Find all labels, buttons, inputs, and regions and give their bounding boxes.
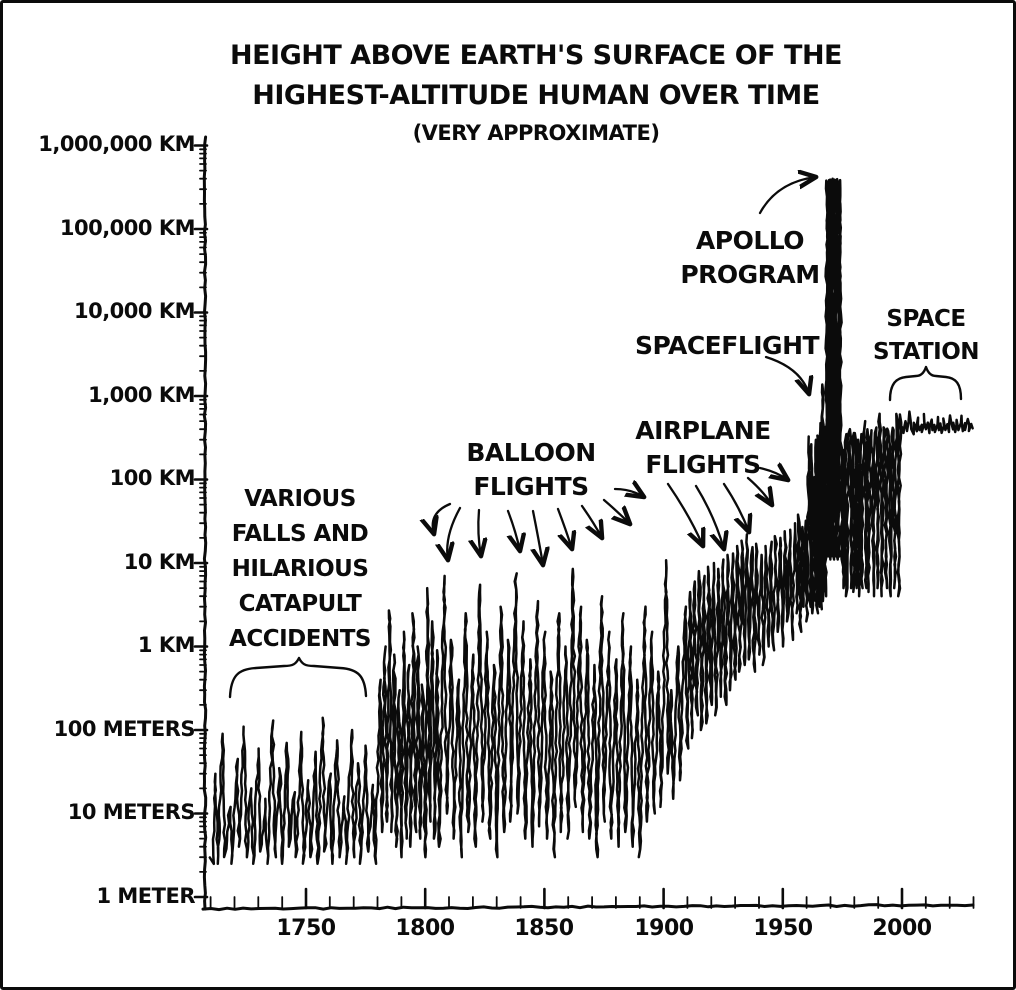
airplane-arrow <box>722 482 749 532</box>
y-tick-label-100000km: 100,000 KM <box>59 216 196 240</box>
x-tick-label-1950: 1950 <box>753 916 813 941</box>
balloon-arrows <box>433 489 644 565</box>
y-tick-label-100km: 100 KM <box>109 466 196 490</box>
annotation-balloon-flights: BALLOON FLIGHTS <box>466 436 596 504</box>
annotation-line: VARIOUS <box>244 486 356 512</box>
annotation-airplane-flights: AIRPLANE FLIGHTS <box>635 414 771 482</box>
annotation-line: FLIGHTS <box>645 450 761 479</box>
y-tick-label-100m: 100 METERS <box>53 717 196 741</box>
annotation-apollo-program: APOLLO PROGRAM <box>680 224 820 292</box>
x-tick-label-1800: 1800 <box>395 916 455 941</box>
y-tick-label-10000km: 10,000 KM <box>73 299 196 323</box>
annotation-line: FALLS AND <box>231 521 369 547</box>
y-tick-label-1m: 1 METER <box>96 884 195 908</box>
space-station-brace <box>888 365 963 402</box>
balloon-arrow <box>533 509 543 565</box>
y-tick-label-10m: 10 METERS <box>67 800 196 824</box>
annotation-catapult-accidents: VARIOUS FALLS AND HILARIOUS CATAPULT ACC… <box>229 482 371 657</box>
annotation-line: HILARIOUS <box>231 556 369 582</box>
y-tick-label-1000000km: 1,000,000 KM <box>38 132 195 156</box>
chart-title-line-2: HIGHEST-ALTITUDE HUMAN OVER TIME <box>252 80 820 111</box>
chart-title-line-1: HEIGHT ABOVE EARTH'S SURFACE OF THE <box>230 40 842 71</box>
airplane-arrow <box>758 468 788 480</box>
annotation-line: PROGRAM <box>680 260 820 289</box>
balloon-arrow <box>478 508 481 556</box>
y-tick-label-1000km: 1,000 KM <box>88 383 195 407</box>
balloon-arrow <box>447 506 462 560</box>
balloon-arrow <box>613 489 644 497</box>
airplane-arrows <box>666 468 788 549</box>
x-tick-label-2000: 2000 <box>872 916 932 941</box>
chart-subtitle: (VERY APPROXIMATE) <box>412 121 660 145</box>
apollo-arrow <box>758 177 816 215</box>
x-axis-line <box>201 903 975 912</box>
x-tick-label-1900: 1900 <box>634 916 694 941</box>
balloon-arrow <box>602 498 630 524</box>
generated-plot-layer <box>193 135 975 912</box>
annotation-line: CATAPULT <box>238 591 362 617</box>
annotation-marks-layer <box>228 177 963 699</box>
annotation-line: STATION <box>872 339 980 365</box>
balloon-arrow <box>580 504 602 538</box>
annotation-line: ACCIDENTS <box>229 626 371 652</box>
annotation-line: BALLOON <box>466 438 596 467</box>
y-tick-label-10km: 10 KM <box>123 550 196 574</box>
catapult-brace <box>228 656 368 699</box>
spaceflight-arrow <box>764 355 809 394</box>
airplane-arrow <box>746 476 772 505</box>
annotation-line: SPACEFLIGHT <box>634 331 820 360</box>
annotation-space-station: SPACE STATION <box>872 303 980 369</box>
x-tick-label-1750: 1750 <box>276 916 336 941</box>
altitude-line <box>208 177 974 866</box>
y-tick-label-1km: 1 KM <box>137 633 196 657</box>
annotation-spaceflight: SPACEFLIGHT <box>634 329 820 363</box>
airplane-arrow <box>666 482 703 546</box>
balloon-arrow <box>508 509 520 551</box>
airplane-arrow <box>694 484 724 549</box>
balloon-arrow <box>556 507 572 549</box>
x-tick-label-1850: 1850 <box>514 916 574 941</box>
annotation-line: FLIGHTS <box>473 472 589 501</box>
annotation-line: AIRPLANE <box>635 416 771 445</box>
annotation-line: SPACE <box>886 306 966 332</box>
balloon-arrow <box>433 502 452 534</box>
annotation-line: APOLLO <box>695 226 805 255</box>
